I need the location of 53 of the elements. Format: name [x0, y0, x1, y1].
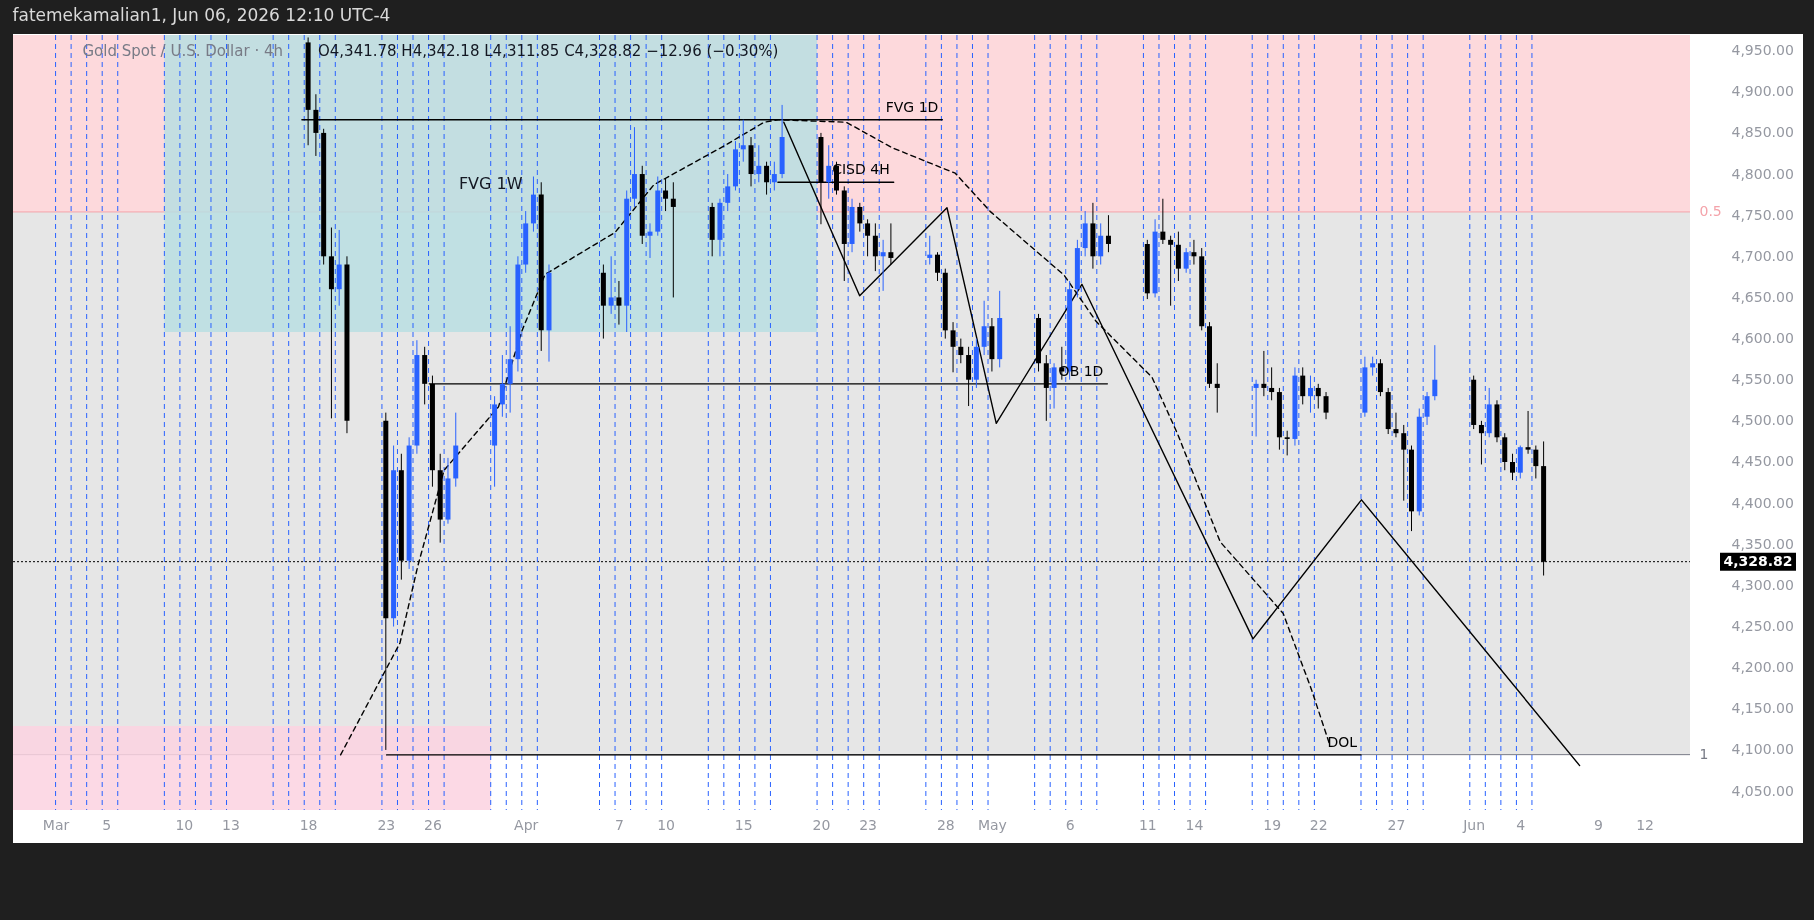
- x-tick-label: 22: [1309, 816, 1328, 833]
- x-tick-label: 20: [812, 816, 831, 833]
- x-tick-label: 10: [175, 816, 194, 833]
- annotation: O4,341.78 H4,342.18 L4,311.85 C4,328.82 −12.96 (−0.30%): [318, 42, 779, 60]
- ref-line-label: 4,328.82: [1723, 552, 1793, 569]
- x-tick-label: 4: [1516, 816, 1526, 833]
- y-tick-label: 4,800.00: [1731, 165, 1794, 182]
- x-tick-label: 7: [614, 816, 624, 833]
- x-tick-label: 28: [936, 816, 955, 833]
- y-tick-label: 4,650.00: [1731, 288, 1794, 305]
- chart-title: fatemekamalian1, Jun 06, 2026 12:10 UTC-4: [12, 5, 391, 25]
- x-tick-label: Apr: [514, 816, 539, 833]
- x-tick-label: 23: [377, 816, 396, 833]
- y-tick-label: 4,500.00: [1731, 412, 1794, 429]
- x-tick-label: 11: [1138, 816, 1157, 833]
- y-tick-label: 4,850.00: [1731, 124, 1794, 141]
- x-tick-label: 26: [424, 816, 442, 833]
- y-tick-label: 4,350.00: [1731, 535, 1794, 552]
- x-tick-label: 9: [1594, 816, 1603, 833]
- x-tick-label: 10: [657, 816, 675, 833]
- series-label: DOL: [1327, 733, 1358, 750]
- y-tick-label: 4,600.00: [1731, 330, 1794, 347]
- x-tick-label: 15: [734, 816, 753, 833]
- x-tick-label: Mar: [42, 816, 70, 833]
- y-tick-label: 4,900.00: [1731, 83, 1794, 100]
- x-tick-label: Jun: [1462, 816, 1486, 833]
- y-tick-label: 4,200.00: [1731, 659, 1794, 676]
- x-tick-label: 23: [859, 816, 877, 833]
- annotation: FVG 1W: [458, 173, 523, 193]
- y2-tick-label: 1: [1699, 746, 1709, 763]
- y-tick-label: 4,300.00: [1731, 576, 1794, 593]
- x-tick-label: 27: [1387, 816, 1406, 833]
- x-tick-label: 6: [1065, 816, 1075, 833]
- annotation: Gold Spot / U.S. Dollar · 4h: [82, 42, 283, 60]
- series-label: FVG 1D: [885, 98, 939, 115]
- x-tick-label: 5: [102, 816, 112, 833]
- y-tick-label: 4,100.00: [1731, 741, 1794, 758]
- x-tick-label: 14: [1185, 816, 1204, 833]
- x-tick-label: 18: [299, 816, 318, 833]
- y-tick-label: 4,750.00: [1731, 206, 1794, 223]
- y-tick-label: 4,400.00: [1731, 494, 1794, 511]
- y-tick-label: 4,050.00: [1731, 782, 1794, 799]
- y-tick-label: 4,700.00: [1731, 247, 1794, 264]
- y2-tick-label: 0.5: [1699, 203, 1722, 220]
- x-tick-label: 12: [1636, 816, 1655, 833]
- x-tick-label: 19: [1263, 816, 1282, 833]
- y-tick-label: 4,550.00: [1731, 371, 1794, 388]
- y-tick-label: 4,250.00: [1731, 618, 1794, 635]
- y-tick-label: 4,950.00: [1731, 42, 1794, 59]
- y-tick-label: 4,450.00: [1731, 453, 1794, 470]
- x-tick-label: May: [977, 816, 1007, 833]
- x-tick-label: 13: [221, 816, 240, 833]
- y-tick-label: 4,150.00: [1731, 700, 1794, 717]
